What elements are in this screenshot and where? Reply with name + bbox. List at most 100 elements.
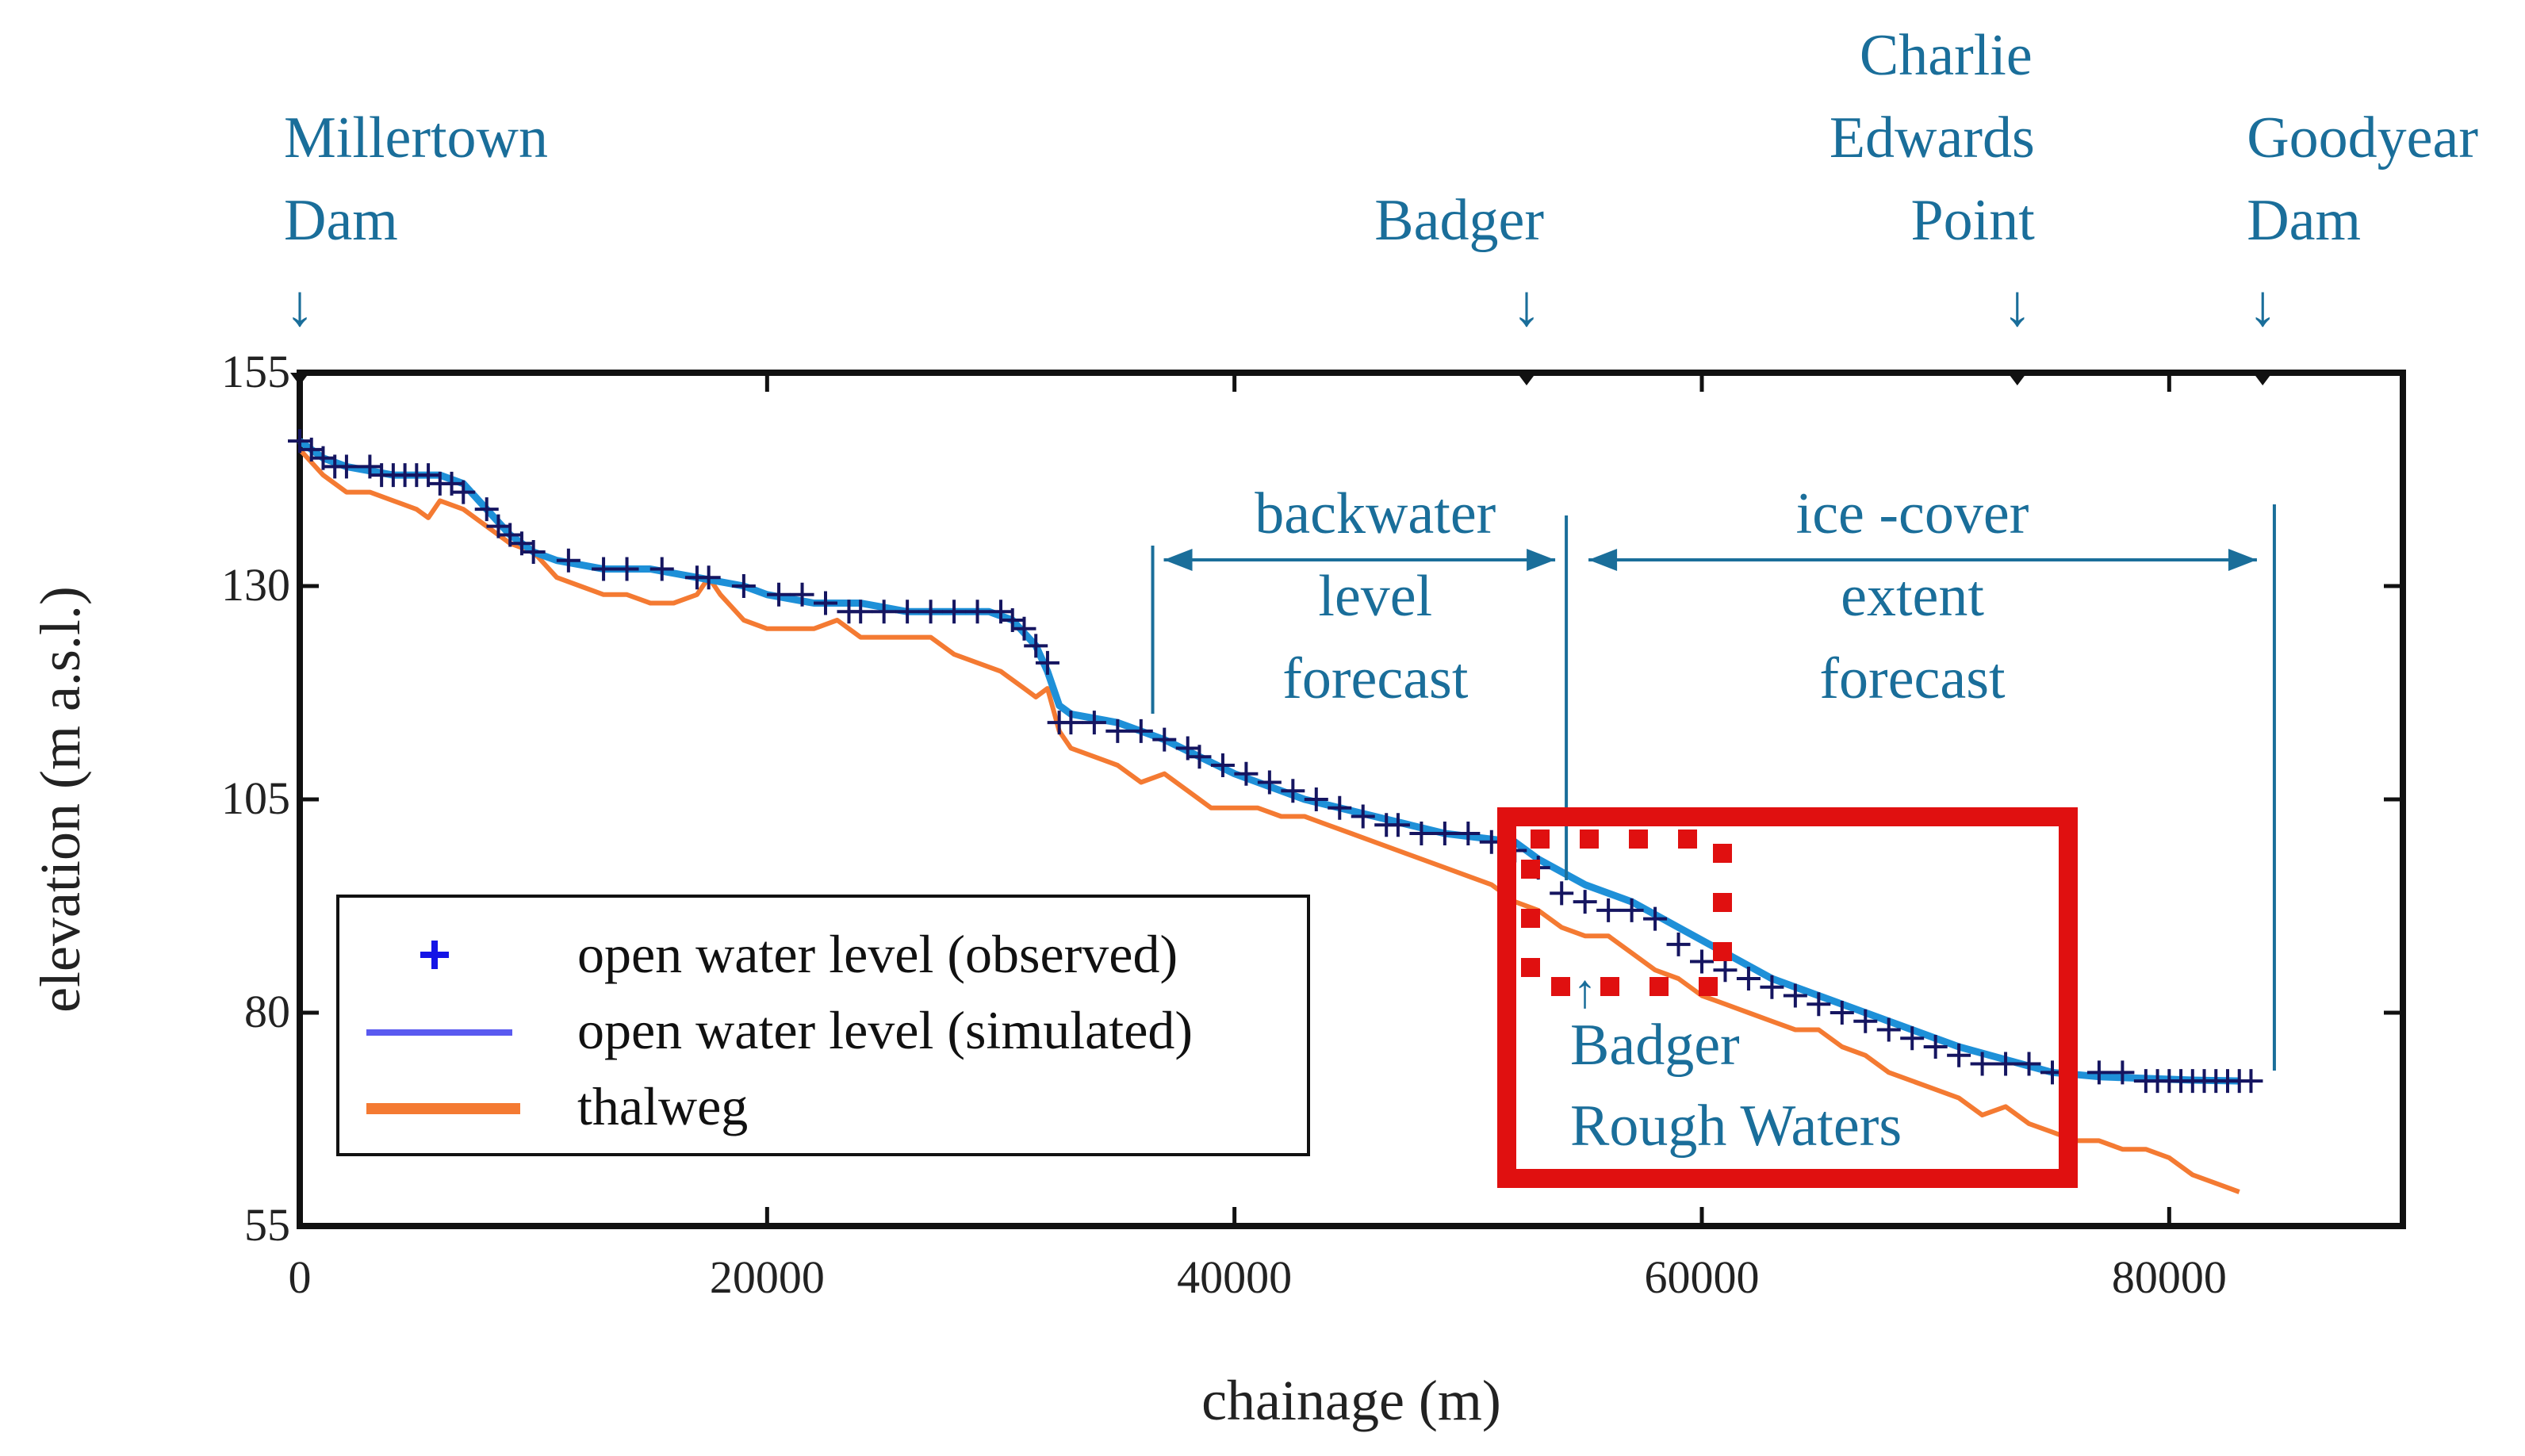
range-arrowhead xyxy=(2228,549,2257,571)
observed-point xyxy=(965,600,990,624)
observed-point xyxy=(1456,822,1481,846)
observed-point xyxy=(1328,795,1352,820)
observed-point xyxy=(556,548,580,573)
top-location-label-line: Charlie xyxy=(1860,23,2033,88)
x-tick-label: 60000 xyxy=(1645,1251,1760,1303)
observed-point xyxy=(1947,1043,1971,1067)
top-location-label-line: Point xyxy=(1911,188,2036,253)
observed-point xyxy=(1409,822,1434,846)
top-location-label-line: Badger xyxy=(1374,188,1544,253)
observed-point xyxy=(1210,753,1235,777)
range-label-line: ice -cover xyxy=(1796,481,2029,546)
observed-water-level-markers xyxy=(288,429,2263,1094)
observed-point xyxy=(2017,1052,2041,1076)
observed-point xyxy=(521,539,546,564)
top-location-label-line: Edwards xyxy=(1830,105,2035,171)
simulated-water-level-line xyxy=(297,438,2240,1085)
observed-point xyxy=(474,497,499,522)
observed-point xyxy=(1713,958,1738,983)
highlight-dotted-box xyxy=(1521,830,1732,996)
observed-point xyxy=(1643,906,1668,931)
observed-point xyxy=(451,480,476,504)
observed-point xyxy=(1432,822,1457,846)
observed-point xyxy=(1807,992,1831,1017)
observed-point xyxy=(1994,1052,2018,1076)
range-label-line: extent xyxy=(1841,564,1984,629)
top-location-label: Charlie Edwards Point xyxy=(1830,23,2035,253)
observed-point xyxy=(1234,761,1259,786)
observed-point xyxy=(1024,634,1048,658)
down-arrow-icon: ↓ xyxy=(2002,274,2032,339)
observed-point xyxy=(1923,1035,1948,1059)
observed-point xyxy=(872,600,896,624)
y-tick-label: 105 xyxy=(221,772,290,824)
legend-observed-swatch xyxy=(420,941,449,969)
highlight-box xyxy=(1497,807,2078,1188)
badger-rough-waters-label: Rough Waters xyxy=(1570,1094,1902,1159)
x-tick-label: 40000 xyxy=(1177,1251,1292,1303)
down-arrow-icon: ↓ xyxy=(1512,274,1542,339)
observed-point xyxy=(1035,650,1059,675)
top-location-label-line: Millertown xyxy=(284,105,548,171)
observed-point xyxy=(1128,718,1153,743)
observed-point xyxy=(1783,983,1807,1008)
top-location-tick xyxy=(2253,373,2273,385)
y-tick-label: 130 xyxy=(221,559,290,611)
range-arrowhead xyxy=(1163,549,1193,571)
range-label-line: backwater xyxy=(1255,481,1496,546)
observed-point xyxy=(1550,881,1574,906)
legend-label: thalweg xyxy=(577,1076,748,1136)
x-tick-label: 0 xyxy=(289,1251,312,1303)
observed-point xyxy=(334,454,358,479)
thalweg-line xyxy=(297,447,2240,1194)
observed-point xyxy=(649,557,674,581)
observed-point xyxy=(790,582,814,607)
observed-point xyxy=(767,582,791,607)
x-tick-label: 20000 xyxy=(710,1251,825,1303)
observed-point xyxy=(1257,770,1282,795)
observed-point xyxy=(1059,711,1083,735)
observed-point xyxy=(2239,1069,2263,1094)
observed-point xyxy=(1970,1052,1994,1076)
y-tick-label: 80 xyxy=(244,986,290,1037)
top-location-label: Badger xyxy=(1374,188,1544,253)
top-location-tick xyxy=(1517,373,1536,385)
range-arrowhead xyxy=(1527,549,1556,571)
range-label: backwater level forecast xyxy=(1255,481,1496,711)
observed-point xyxy=(1351,804,1375,829)
range-label-line: level xyxy=(1318,564,1432,629)
observed-point xyxy=(1853,1009,1878,1033)
observed-point xyxy=(1876,1017,1901,1042)
legend-label: open water level (observed) xyxy=(577,924,1178,984)
x-tick-label: 80000 xyxy=(2112,1251,2227,1303)
top-location-label-line: Dam xyxy=(284,188,398,253)
observed-point xyxy=(1573,890,1597,914)
observed-point xyxy=(1736,966,1761,990)
observed-point xyxy=(918,600,943,624)
up-arrow-icon: ↑ xyxy=(1573,965,1597,1017)
observed-point xyxy=(1105,718,1130,743)
legend-label: open water level (simulated) xyxy=(577,1000,1193,1060)
top-location-label-line: Goodyear xyxy=(2247,105,2478,171)
range-label: ice -cover extent forecast xyxy=(1796,481,2029,711)
observed-point xyxy=(1830,1001,1854,1025)
range-label-line: forecast xyxy=(1819,646,2006,711)
observed-point xyxy=(814,591,837,615)
top-location-label-line: Dam xyxy=(2247,188,2361,253)
down-arrow-icon: ↓ xyxy=(285,274,315,339)
top-location-label: Goodyear Dam xyxy=(2247,105,2478,253)
observed-point xyxy=(1596,898,1621,922)
observed-point xyxy=(2086,1060,2111,1085)
top-location-label: Millertown Dam xyxy=(284,105,548,253)
observed-point xyxy=(942,600,967,624)
observed-point xyxy=(1619,898,1644,922)
observed-point xyxy=(1666,932,1691,956)
top-location-tick xyxy=(2007,373,2027,385)
observed-point xyxy=(592,557,616,581)
range-label-line: forecast xyxy=(1282,646,1469,711)
observed-point xyxy=(1281,779,1305,803)
observed-point xyxy=(1012,616,1036,641)
badger-rough-waters-label: Badger xyxy=(1570,1013,1740,1078)
